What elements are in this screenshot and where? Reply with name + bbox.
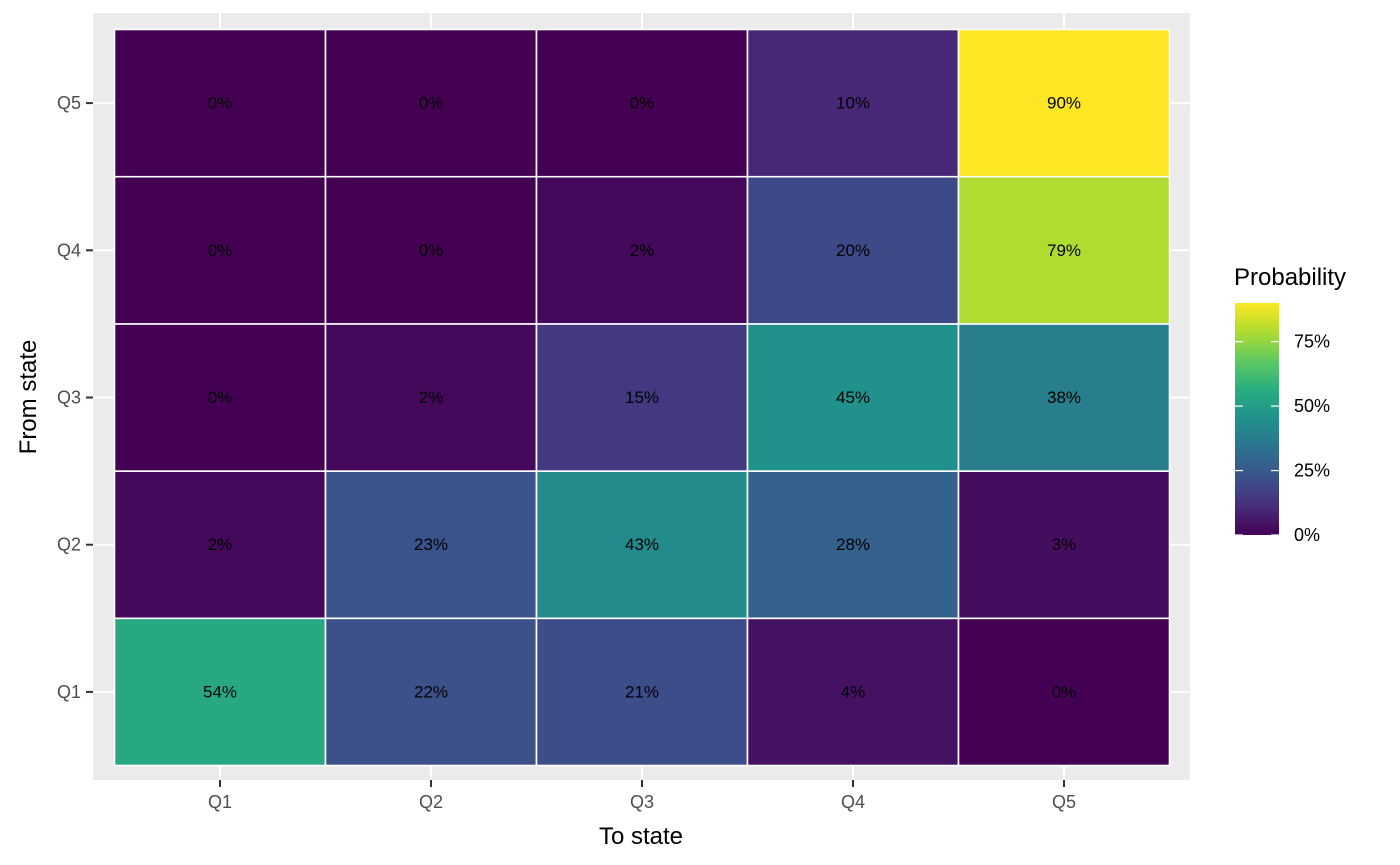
y-axis-title: From state [15, 340, 42, 455]
cell-q1-q5 [957, 617, 1171, 767]
cell-q3-q5 [957, 323, 1171, 472]
y-tick-label-q3: Q3 [57, 388, 81, 408]
cell-q2-q4 [746, 470, 960, 620]
cell-label-q5-q3: 0% [630, 94, 655, 113]
y-tick-label-q5: Q5 [57, 93, 81, 113]
cell-q2-q5 [957, 470, 1171, 620]
legend-title: Probability [1234, 264, 1346, 291]
y-tick-label-q1: Q1 [57, 682, 81, 702]
cell-q5-q5 [957, 28, 1171, 178]
y-tick-label-q4: Q4 [57, 240, 81, 260]
legend-ticks: 0% 25% 50% 75% [1235, 332, 1330, 545]
cell-q1-q1 [113, 617, 327, 767]
cell-label-q1-q1: 54% [203, 682, 237, 701]
cell-q4-q2 [324, 175, 538, 325]
legend-tick-label-50: 50% [1294, 396, 1330, 416]
cell-label-q3-q5: 38% [1047, 388, 1081, 407]
cell-q1-q4 [746, 617, 960, 767]
cell-label-q4-q3: 2% [630, 241, 655, 260]
cell-q2-q1 [113, 470, 327, 620]
x-tick-label-q5: Q5 [1052, 792, 1076, 812]
cell-labels: 54% 22% 21% 4% 0% 2% 23% 43% 28% 3% 0% 2% 15% 45% 38% 0… [203, 94, 1081, 702]
cell-label-q2-q2: 23% [414, 535, 448, 554]
cell-label-q5-q4: 10% [836, 94, 870, 113]
cell-label-q5-q5: 90% [1047, 94, 1081, 113]
cell-label-q2-q5: 3% [1052, 535, 1077, 554]
x-tick-label-q4: Q4 [841, 792, 865, 812]
cell-q4-q3 [535, 175, 749, 325]
cell-label-q5-q1: 0% [208, 94, 233, 113]
cell-q5-q4 [746, 28, 960, 178]
y-axis: Q1 Q2 Q3 Q4 Q5 [57, 93, 93, 702]
cell-label-q4-q1: 0% [208, 241, 233, 260]
cell-q1-q2 [324, 617, 538, 767]
cell-label-q4-q2: 0% [419, 241, 444, 260]
x-axis: Q1 Q2 Q3 Q4 Q5 [208, 780, 1076, 812]
cell-q1-q3 [535, 617, 749, 767]
legend-colorbar [1235, 303, 1279, 535]
legend: Probability 0% 25% 50% 75% [1234, 264, 1346, 545]
cell-label-q3-q1: 0% [208, 388, 233, 407]
cell-label-q5-q2: 0% [419, 94, 444, 113]
legend-tick-label-25: 25% [1294, 461, 1330, 481]
cell-q5-q2 [324, 28, 538, 178]
x-tick-label-q3: Q3 [630, 792, 654, 812]
cell-label-q3-q3: 15% [625, 388, 659, 407]
x-tick-label-q1: Q1 [208, 792, 232, 812]
cell-q4-q5 [957, 175, 1171, 325]
cell-q3-q3 [535, 323, 749, 472]
y-tick-label-q2: Q2 [57, 535, 81, 555]
cell-label-q1-q2: 22% [414, 682, 448, 701]
cell-label-q4-q5: 79% [1047, 241, 1081, 260]
cell-label-q2-q4: 28% [836, 535, 870, 554]
cell-label-q2-q3: 43% [625, 535, 659, 554]
cell-q3-q2 [324, 323, 538, 472]
cell-label-q4-q4: 20% [836, 241, 870, 260]
cell-label-q1-q3: 21% [625, 682, 659, 701]
cell-label-q2-q1: 2% [208, 535, 233, 554]
legend-tick-label-0: 0% [1294, 525, 1320, 545]
cell-q4-q1 [113, 175, 327, 325]
cell-q3-q4 [746, 323, 960, 472]
legend-tick-label-75: 75% [1294, 332, 1330, 352]
cell-label-q1-q4: 4% [841, 682, 866, 701]
x-axis-title: To state [599, 823, 683, 850]
cell-q2-q2 [324, 470, 538, 620]
heatmap-cells [113, 28, 1171, 767]
cell-label-q3-q4: 45% [836, 388, 870, 407]
cell-label-q1-q5: 0% [1052, 682, 1077, 701]
x-tick-label-q2: Q2 [419, 792, 443, 812]
cell-label-q3-q2: 2% [419, 388, 444, 407]
